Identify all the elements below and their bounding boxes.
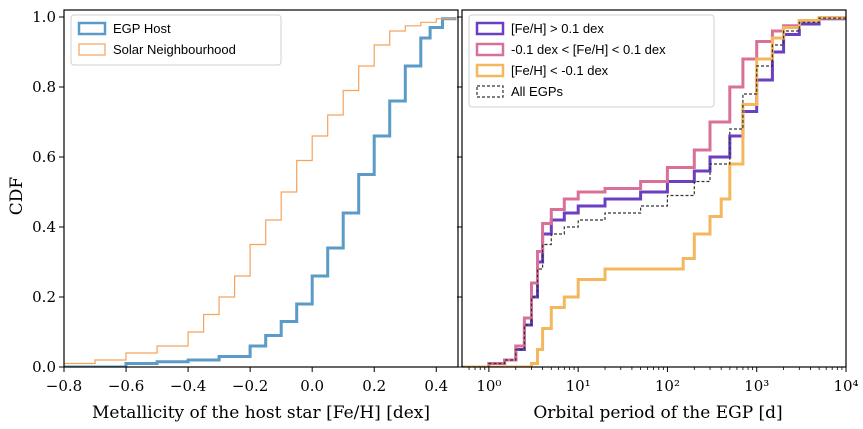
panel-1: −0.8 −0.6 −0.4 −0.2 0.0 0.2 0.4 0.0 0.2 0.4 0.6 0.8… [32, 8, 459, 395]
legend-swatch [77, 21, 107, 36]
legend-entry-label: EGP Host [113, 21, 171, 36]
legend-swatch [475, 42, 505, 57]
x-tick-label: −0.2 [232, 377, 268, 395]
y-tick-label: 0.0 [32, 358, 56, 376]
panel-2: 10⁰ 10¹ 10² 10³ 10⁴ [Fe/H] > 0.1 dex -0.1 dex … [457, 9, 859, 395]
legend-swatch [475, 63, 505, 78]
legend-entry-label: All EGPs [511, 84, 564, 99]
x-tick-label: 0.4 [424, 377, 448, 395]
legend-swatch [475, 21, 505, 36]
legend-entry-label: [Fe/H] < -0.1 dex [511, 63, 609, 78]
legend-entry-label: -0.1 dex < [Fe/H] < 0.1 dex [511, 42, 666, 57]
y-tick-label: 0.6 [32, 148, 56, 166]
x-tick-label: −0.4 [170, 377, 206, 395]
y-tick-label: 0.2 [32, 288, 56, 306]
series-line-4 [462, 17, 846, 367]
x-tick-label: 10² [655, 377, 680, 395]
x-tick-label: 10³ [744, 377, 769, 395]
x-tick-label: 0.0 [300, 377, 324, 395]
series-line-1 [64, 17, 457, 367]
legend: EGP Host Solar Neighbourhood [70, 14, 282, 66]
y-tick-label: 0.8 [32, 78, 56, 96]
series-group [64, 17, 457, 367]
legend-swatch [78, 43, 106, 56]
legend: [Fe/H] > 0.1 dex -0.1 dex < [Fe/H] < 0.1 … [468, 14, 715, 108]
y-tick-label: 0.4 [32, 218, 56, 236]
series-group [462, 16, 846, 367]
legend-box [70, 14, 282, 66]
series-line-2 [64, 17, 456, 365]
axes-frame [63, 9, 459, 368]
legend-entry-label: Solar Neighbourhood [113, 42, 236, 57]
x-tick-label: −0.8 [46, 377, 82, 395]
right-x-axis-label: Orbital period of the EGP [d] [533, 403, 782, 423]
y-axis-label: CDF [7, 177, 27, 216]
legend-box [468, 14, 715, 108]
x-tick-label: 10¹ [566, 377, 591, 395]
x-tick-label: 10⁴ [833, 377, 858, 395]
legend-entry-label: [Fe/H] > 0.1 dex [511, 21, 604, 36]
x-tick-label: 0.2 [362, 377, 386, 395]
x-tick-label: 10⁰ [476, 377, 501, 395]
x-tick-label: −0.6 [108, 377, 144, 395]
y-tick-label: 1.0 [32, 8, 56, 26]
legend-swatch [476, 85, 504, 98]
left-x-axis-label: Metallicity of the host star [Fe/H] [dex… [92, 403, 430, 423]
